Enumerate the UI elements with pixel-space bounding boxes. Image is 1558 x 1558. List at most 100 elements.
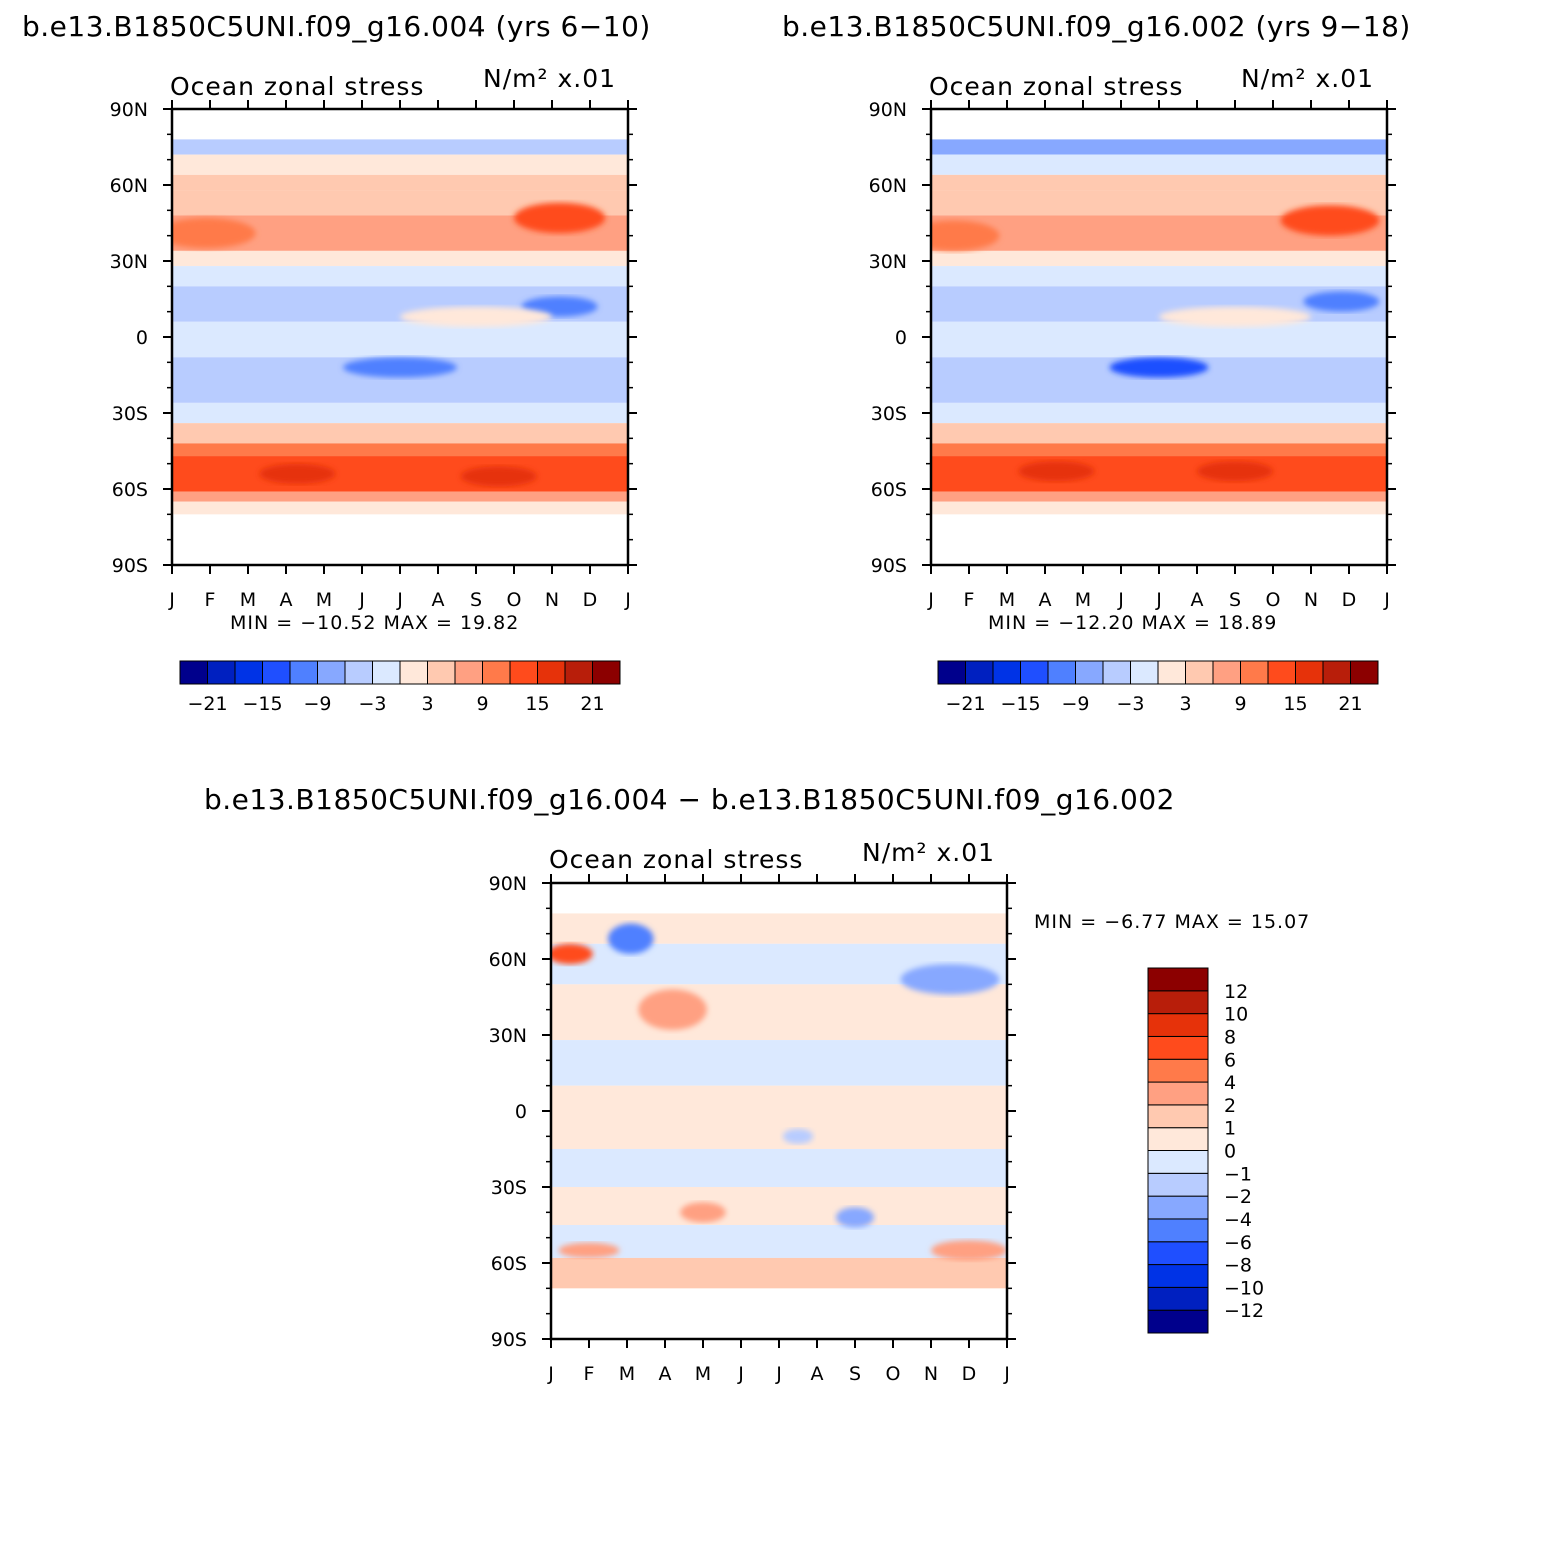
x-tick-label: M [999,589,1015,611]
chart-title-2: b.e13.B1850C5UNI.f09_g16.002 (yrs 9−18) [782,10,1411,43]
contour-band-8 [172,321,628,337]
x-tick-label: S [849,1363,861,1385]
y-tick-label: 30S [491,1177,527,1199]
y-tick-label: 60S [871,479,907,501]
colorbar-label: −4 [1224,1209,1252,1231]
subtitle-left-1: Ocean zonal stress [170,72,425,101]
contour-band-8 [931,321,1387,337]
colorbar-box [1147,1264,1209,1288]
colorbar-label: −9 [1061,693,1089,715]
contour-band-16 [931,501,1387,515]
colorbar-label: −8 [1224,1255,1252,1277]
contour-blob-5 [343,357,457,378]
contour-band-6 [551,1187,1007,1225]
contour-band-2 [931,174,1387,191]
x-tick-label: J [547,1363,554,1385]
y-tick-label: 60S [491,1253,527,1275]
contour-blob-3 [460,466,537,487]
contour-band-9 [931,337,1387,358]
contour-blob-3 [900,964,1000,995]
contour-blob-6 [558,1242,620,1258]
contour-band-6 [931,266,1387,287]
contour-band-11 [172,402,628,424]
colorbar-label: 6 [1224,1049,1236,1071]
contour-band-14 [931,456,1387,492]
chart-title-3: b.e13.B1850C5UNI.f09_g16.004 − b.e13.B18… [204,783,1175,816]
colorbar-label: 12 [1224,981,1248,1003]
colorbar-label: 4 [1224,1072,1236,1094]
contour-blob-0 [931,220,1000,251]
colorbar-label: 15 [1283,693,1307,715]
y-tick-label: 90S [871,555,907,577]
x-tick-label: D [1342,589,1357,611]
colorbar-box [1147,1195,1209,1220]
contour-band-14 [172,456,628,492]
colorbar-box [1147,1104,1209,1129]
colorbar-box [592,660,621,685]
contour-blob-6 [1159,306,1311,327]
contour-band-13 [172,443,628,457]
x-tick-label: M [316,589,332,611]
contour-band-7 [551,1225,1007,1258]
contour-band-11 [931,402,1387,424]
colorbar-label: 3 [421,693,433,715]
x-tick-label: J [1383,589,1390,611]
contour-band-9 [172,337,628,358]
y-tick-label: 60S [112,479,148,501]
x-tick-label: F [584,1363,595,1385]
x-tick-label: A [432,589,445,611]
colorbar-label: 9 [1234,693,1246,715]
contour-blob-6 [400,306,552,327]
contour-blob-3 [1197,461,1273,482]
x-tick-label: J [775,1363,782,1385]
colorbar-box [1147,1127,1209,1151]
colorbar-box [1147,1013,1209,1037]
x-tick-label: A [1191,589,1204,611]
colorbar-box [1147,1172,1209,1197]
colorbar-label: −10 [1224,1277,1264,1299]
subtitle-left-2: Ocean zonal stress [929,72,1184,101]
colorbar-label: 8 [1224,1026,1236,1048]
contour-blob-5 [1109,357,1209,378]
x-tick-label: J [737,1363,744,1385]
colorbar-label: −3 [358,693,386,715]
contour-band-12 [931,423,1387,444]
colorbar-label: 21 [580,693,604,715]
colorbar-box [1147,1241,1209,1266]
contour-band-13 [931,443,1387,457]
x-tick-label: M [1075,589,1091,611]
y-tick-label: 60N [489,949,527,971]
contour-blob-1 [608,923,654,954]
x-tick-label: O [886,1363,901,1385]
contour-blob-7 [680,1202,726,1223]
x-tick-label: A [811,1363,824,1385]
colorbar-label: −15 [242,693,282,715]
colorbar-label: −2 [1224,1186,1252,1208]
colorbar-label: −21 [187,693,227,715]
y-tick-label: 0 [895,327,907,349]
contour-band-0 [931,139,1387,155]
subtitle-right-2: N/m² x.01 [1241,64,1374,93]
colorbar-label: −6 [1224,1232,1252,1254]
subtitle-right-3: N/m² x.01 [862,838,995,867]
x-tick-label: N [924,1363,938,1385]
contour-band-15 [931,491,1387,502]
colorbar-label: 2 [1224,1095,1236,1117]
contour-band-3 [551,1040,1007,1086]
contour-band-1 [931,154,1387,175]
colorbar-box [1147,1309,1209,1334]
contour-blob-4 [1303,291,1380,312]
x-tick-label: M [695,1363,711,1385]
x-tick-label: S [1229,589,1241,611]
colorbar-box [1147,1218,1209,1243]
colorbar-label: −9 [303,693,331,715]
x-tick-label: J [396,589,403,611]
min-max-3: MIN = −6.77 MAX = 15.07 [1034,911,1311,933]
x-tick-label: S [470,589,482,611]
x-tick-label: J [1003,1363,1010,1385]
contour-band-6 [172,266,628,287]
contour-blob-0 [551,943,593,965]
x-tick-label: N [545,589,559,611]
colorbar-label: 1 [1224,1118,1236,1140]
contour-band-5 [551,1149,1007,1187]
